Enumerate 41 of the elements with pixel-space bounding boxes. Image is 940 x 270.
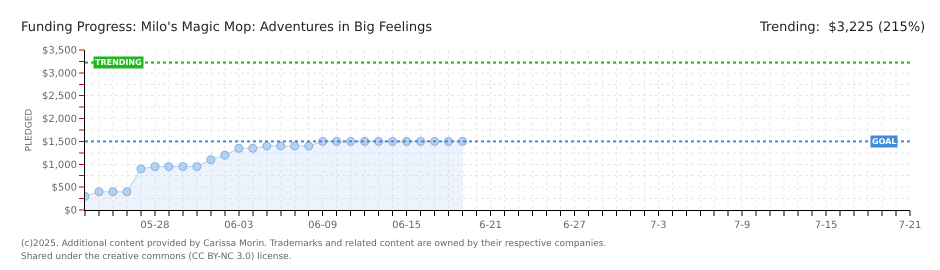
y-tick-label: $500 — [52, 182, 77, 194]
point — [136, 164, 146, 174]
x-tick-label: 7-15 — [814, 220, 838, 231]
point — [178, 162, 188, 172]
y-tick-label: $0 — [64, 206, 77, 216]
x-tick-label: 7-9 — [734, 220, 750, 231]
y-tick-label: $2,500 — [42, 91, 77, 102]
x-tick-label: 05-28 — [140, 220, 170, 231]
point — [192, 162, 202, 172]
y-tick-label: $1,000 — [42, 160, 77, 171]
x-tick-label: 7-3 — [650, 220, 666, 231]
text: (c)2025. Additional content provided by Carissa Morin. Trademarks and related content are owned by their respective companies. — [21, 239, 606, 249]
ref-line-label: TRENDING — [95, 58, 142, 67]
y-tick-label: $3,500 — [42, 46, 77, 56]
y-axis-title: PLEDGED — [24, 108, 34, 152]
point — [248, 144, 258, 153]
point — [262, 142, 272, 150]
x-tick-label: 06-03 — [224, 220, 254, 231]
ref-line-label: GOAL — [872, 137, 896, 146]
point — [304, 142, 314, 150]
y-tick-label: $2,000 — [42, 114, 77, 126]
point — [276, 142, 286, 150]
point — [150, 162, 160, 172]
point — [108, 187, 118, 196]
x-tick-label: 7-21 — [898, 220, 922, 231]
point — [164, 162, 174, 172]
chart-title: Funding Progress: Milo's Magic Mop: Adventures in Big Feelings — [21, 20, 432, 35]
y-tick-label: $1,500 — [42, 136, 77, 148]
y-tick-label: $3,000 — [42, 68, 77, 80]
x-tick-label: 6-27 — [563, 220, 586, 231]
point — [290, 142, 300, 150]
x-tick-label: 06-09 — [308, 220, 338, 231]
point — [220, 150, 230, 160]
point — [122, 187, 132, 196]
x-tick-label: 06-15 — [392, 220, 422, 231]
point — [206, 155, 216, 164]
text: Trending: $3,225 (215%) — [759, 20, 926, 35]
text: Shared under the creative commons (CC BY-NC 3.0) license. — [21, 252, 292, 262]
point — [94, 187, 104, 196]
point — [234, 144, 244, 153]
x-tick-label: 6-21 — [479, 220, 502, 231]
